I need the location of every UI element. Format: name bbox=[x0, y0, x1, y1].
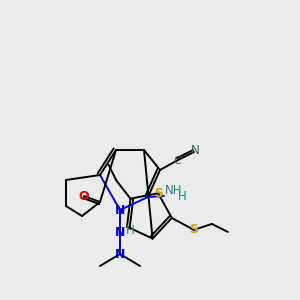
Text: C: C bbox=[173, 156, 181, 166]
Text: O: O bbox=[79, 190, 89, 202]
Text: N: N bbox=[115, 248, 125, 260]
Text: H: H bbox=[178, 190, 186, 203]
Text: N: N bbox=[190, 145, 200, 158]
Text: S: S bbox=[189, 224, 198, 236]
Text: H: H bbox=[126, 224, 134, 236]
Text: N: N bbox=[115, 203, 125, 217]
Text: S: S bbox=[154, 187, 163, 200]
Text: N: N bbox=[115, 226, 125, 238]
Text: NH: NH bbox=[165, 184, 183, 197]
